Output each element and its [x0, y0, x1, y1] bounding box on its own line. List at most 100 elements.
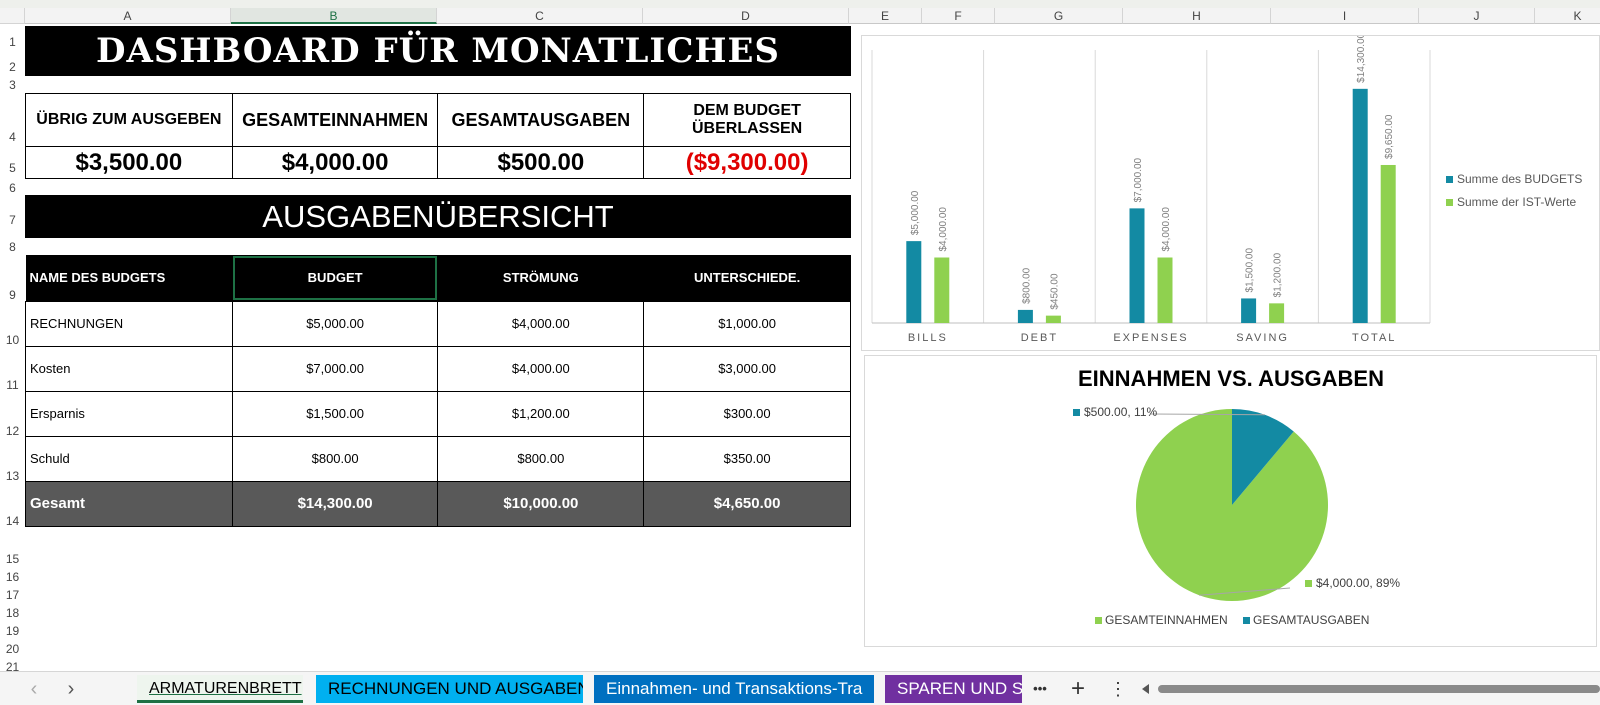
- kpi-value-remaining[interactable]: $3,500.00: [25, 146, 233, 179]
- bar-actual: [1157, 257, 1173, 323]
- cell-budget[interactable]: $1,500.00: [231, 390, 439, 437]
- bar-budget: [1017, 309, 1033, 323]
- sheet-tab-bills[interactable]: RECHNUNGEN UND AUSGABEN: [316, 675, 583, 703]
- bar-actual: [934, 257, 950, 323]
- kpi-label-income[interactable]: GESAMTEINNAHMEN: [231, 93, 439, 147]
- cell-actual[interactable]: $1,200.00: [437, 390, 645, 437]
- cell-difference[interactable]: $350.00: [643, 435, 851, 482]
- x-tick-label: DEBT: [1021, 332, 1058, 344]
- column-header-g[interactable]: G: [995, 8, 1123, 24]
- row-header-1[interactable]: 1: [9, 35, 16, 49]
- column-header-f[interactable]: F: [922, 8, 995, 24]
- bar-chart-panel[interactable]: BILLS $5,000.00 $4,000.00 DEBT $800.00 $450.0…: [861, 32, 1600, 351]
- kpi-value-budget-left[interactable]: ($9,300.00): [643, 146, 851, 179]
- pie-chart-panel[interactable]: EINNAHMEN VS. AUSGABEN $4,000.00, 89% $500…: [864, 355, 1597, 647]
- legend-label: GESAMTEINNAHMEN: [1105, 613, 1228, 627]
- pie-slice-expenses: [1232, 409, 1294, 505]
- kpi-label-expenses[interactable]: GESAMTAUSGABEN: [437, 93, 645, 147]
- column-header-h[interactable]: H: [1123, 8, 1271, 24]
- row-header-10[interactable]: 10: [5, 333, 20, 347]
- row-header-9[interactable]: 9: [9, 288, 16, 302]
- bar-data-label: $7,000.00: [1133, 157, 1144, 202]
- total-difference[interactable]: $4,650.00: [643, 480, 851, 527]
- row-header-12[interactable]: 12: [5, 424, 20, 438]
- cell-actual[interactable]: $800.00: [437, 435, 645, 482]
- total-actual[interactable]: $10,000.00: [437, 480, 645, 527]
- select-all-corner[interactable]: [0, 8, 25, 24]
- legend-swatch: [1243, 617, 1250, 624]
- cell-budget[interactable]: $5,000.00: [231, 300, 439, 347]
- column-header-d[interactable]: D: [643, 8, 849, 24]
- sheet-tab-savings[interactable]: SPAREN UND SC: [885, 675, 1022, 703]
- row-header-16[interactable]: 16: [5, 570, 20, 584]
- sheet-tab-dashboard[interactable]: ARMATURENBRETT: [137, 675, 303, 703]
- bar-data-label: $4,000.00: [1161, 207, 1172, 252]
- next-sheet-button[interactable]: ›: [67, 678, 75, 700]
- row-header-3[interactable]: 3: [9, 78, 16, 92]
- row-header-20[interactable]: 20: [5, 642, 20, 656]
- x-tick-label: EXPENSES: [1113, 332, 1188, 344]
- cell-difference[interactable]: $3,000.00: [643, 345, 851, 392]
- sheet-tab-income[interactable]: Einnahmen- und Transaktions-Tra: [594, 675, 874, 703]
- add-sheet-icon[interactable]: +: [1070, 675, 1085, 702]
- row-header-17[interactable]: 17: [5, 588, 20, 602]
- row-header-21[interactable]: 21: [5, 660, 20, 674]
- row-header-11[interactable]: 11: [6, 378, 19, 392]
- row-header-6[interactable]: 6: [9, 181, 16, 195]
- row-header-15[interactable]: 15: [5, 552, 20, 566]
- cell-name[interactable]: Schuld: [25, 435, 233, 482]
- row-header-5[interactable]: 5: [9, 161, 16, 175]
- column-header-a[interactable]: A: [25, 8, 231, 24]
- column-header-b[interactable]: B: [231, 8, 437, 24]
- header-actual[interactable]: STRÖMUNG: [437, 255, 644, 301]
- cell-difference[interactable]: $1,000.00: [643, 300, 851, 347]
- bar-budget: [906, 241, 922, 323]
- kpi-summary-table: ÜBRIG ZUM AUSGEBEN GESAMTEINNAHMEN GESAM…: [25, 93, 851, 179]
- column-header-c[interactable]: C: [437, 8, 643, 24]
- row-header-14[interactable]: 14: [5, 514, 20, 528]
- cell-budget[interactable]: $800.00: [231, 435, 439, 482]
- pie-title: EINNAHMEN VS. AUSGABEN: [1078, 366, 1384, 391]
- bar-data-label: $800.00: [1021, 267, 1032, 304]
- row-header-18[interactable]: 18: [5, 606, 20, 620]
- sheet-menu-icon[interactable]: ⋮: [1109, 679, 1127, 699]
- row-header-7[interactable]: 7: [9, 213, 16, 227]
- row-header-2[interactable]: 2: [9, 60, 16, 74]
- cell-budget[interactable]: $7,000.00: [231, 345, 439, 392]
- row-header-4[interactable]: 4: [9, 130, 16, 144]
- kpi-label-budget-left[interactable]: DEM BUDGET ÜBERLASSEN: [643, 93, 851, 147]
- table-row: Ersparnis $1,500.00 $1,200.00 $300.00: [25, 390, 851, 437]
- total-budget[interactable]: $14,300.00: [231, 480, 439, 527]
- cell-name[interactable]: Kosten: [25, 345, 233, 392]
- header-budget[interactable]: BUDGET: [232, 255, 438, 301]
- cell-actual[interactable]: $4,000.00: [437, 300, 645, 347]
- column-header-e[interactable]: E: [849, 8, 922, 24]
- column-header-i[interactable]: I: [1271, 8, 1419, 24]
- header-budget-name[interactable]: NAME DES BUDGETS: [25, 255, 233, 301]
- row-header-13[interactable]: 13: [5, 469, 20, 483]
- scrollbar-thumb[interactable]: [1158, 685, 1600, 693]
- bar-budget: [1129, 208, 1145, 323]
- horizontal-scrollbar[interactable]: [1140, 682, 1600, 696]
- expense-overview-table: NAME DES BUDGETS BUDGET STRÖMUNG UNTERSC…: [25, 255, 851, 527]
- kpi-value-expenses[interactable]: $500.00: [437, 146, 645, 179]
- scroll-left-icon[interactable]: [1140, 682, 1152, 696]
- kpi-value-income[interactable]: $4,000.00: [231, 146, 439, 179]
- cell-actual[interactable]: $4,000.00: [437, 345, 645, 392]
- cell-name[interactable]: RECHNUNGEN: [25, 300, 233, 347]
- prev-sheet-button[interactable]: ‹: [30, 678, 38, 700]
- bar-data-label: $450.00: [1049, 273, 1060, 310]
- row-header-19[interactable]: 19: [5, 624, 20, 638]
- column-header-k[interactable]: K: [1535, 8, 1600, 24]
- column-header-j[interactable]: J: [1419, 8, 1535, 24]
- row-header-8[interactable]: 8: [9, 240, 16, 254]
- cell-name[interactable]: Ersparnis: [25, 390, 233, 437]
- more-sheets-button[interactable]: •••: [1033, 681, 1047, 696]
- pie-data-label: $500.00, 11%: [1084, 405, 1158, 419]
- header-difference[interactable]: UNTERSCHIEDE.: [643, 255, 851, 301]
- cell-difference[interactable]: $300.00: [643, 390, 851, 437]
- total-label[interactable]: Gesamt: [25, 480, 233, 527]
- section-title: AUSGABENÜBERSICHT: [25, 195, 851, 238]
- sheet-tab-label: Einnahmen- und Transaktions-Tra: [606, 679, 863, 698]
- kpi-label-remaining[interactable]: ÜBRIG ZUM AUSGEBEN: [25, 93, 233, 147]
